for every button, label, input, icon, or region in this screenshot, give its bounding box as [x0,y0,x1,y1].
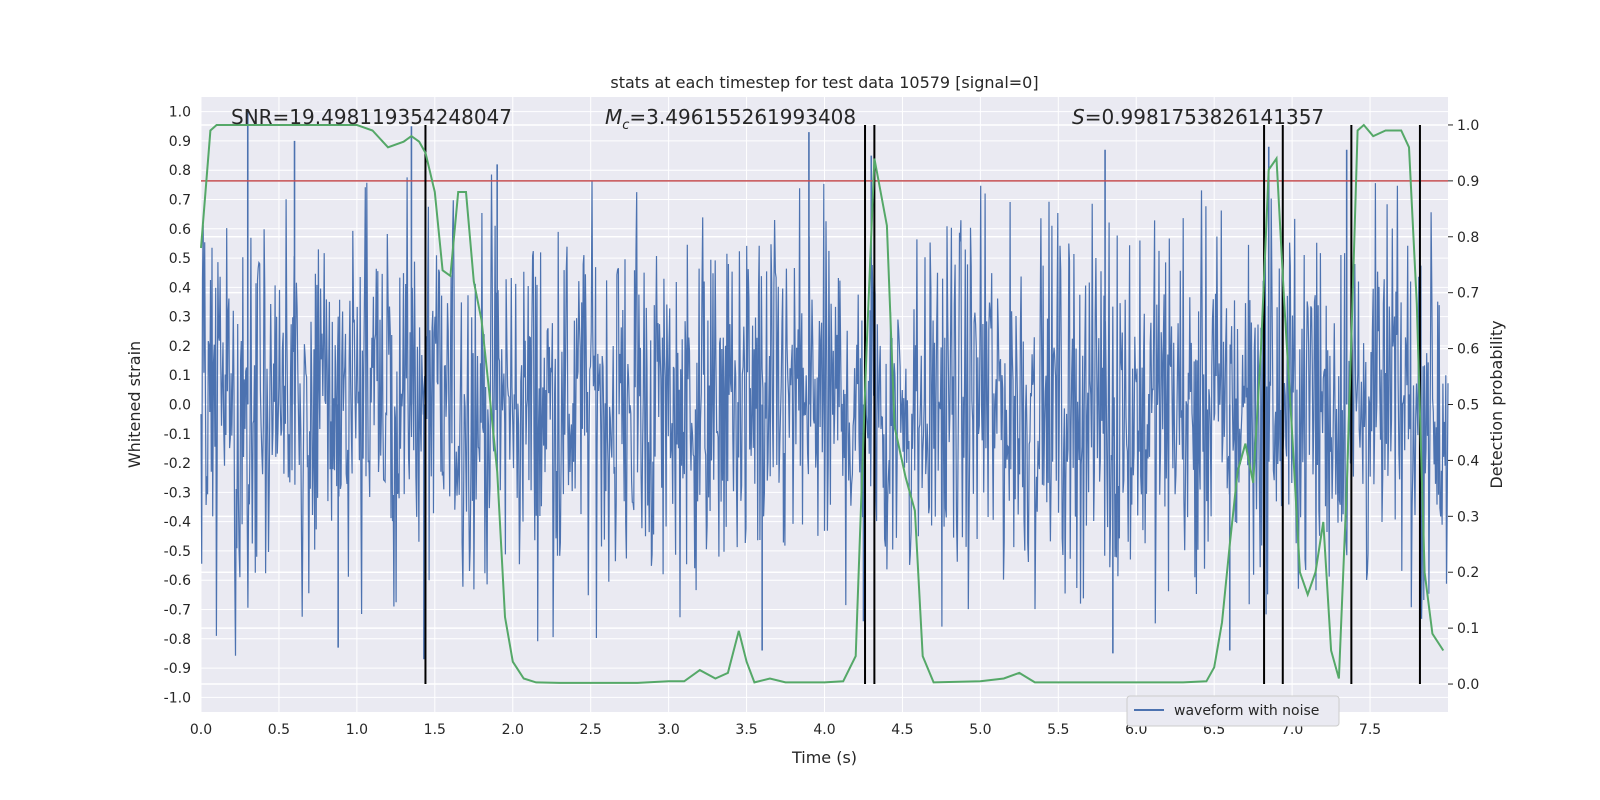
y-tick-label: -0.6 [164,573,191,589]
y-tick-label: 0.4 [169,280,191,296]
y-tick-label: -0.2 [164,456,191,472]
y-tick-label: 0.8 [169,163,191,179]
y2-tick-label: 0.9 [1457,174,1479,190]
y-tick-label: -0.3 [164,485,191,501]
snr-annotation: SNR=19.498119354248047 [231,105,512,129]
y-tick-label: -0.9 [164,661,191,677]
y-tick-label: 1.0 [169,105,191,121]
y2-tick-label: 0.7 [1457,286,1479,302]
y-ticks: -1.0 -0.9 -0.8 -0.7 -0.6 -0.5 -0.4 -0.3 -0.2 -0.1… [164,105,191,707]
chart-title: stats at each timestep for test data 105… [610,73,1038,92]
chirp-mass-annotation: Mc=3.496155261993408 [605,105,856,133]
x-tick-label: 7.5 [1359,722,1381,738]
y-tick-label: -0.1 [164,427,191,443]
x-tick-label: 3.0 [657,722,679,738]
x-tick-label: 5.5 [1047,722,1069,738]
x-tick-label: 3.5 [735,722,757,738]
legend: waveform with noise [1126,695,1340,727]
x-axis-label: Time (s) [791,748,857,767]
y-tick-label: -0.8 [164,632,191,648]
y2-tick-label: 0.6 [1457,342,1479,358]
x-tick-label: 1.5 [424,722,446,738]
y2-tick-label: 0.4 [1457,453,1479,469]
y-tick-label: 0.9 [169,134,191,150]
y-tick-label: -1.0 [164,690,191,706]
y2-tick-label: 0.2 [1457,565,1479,581]
legend-box [1126,695,1340,727]
x-tick-label: 2.0 [502,722,524,738]
x-tick-label: 2.5 [580,722,602,738]
y-tick-label: 0.7 [169,193,191,209]
x-tick-label: 4.5 [891,722,913,738]
y2-ticks: 0.0 0.1 0.2 0.3 0.4 0.5 0.6 0.7 0.8 0.9 1.0 [1448,118,1479,693]
waveform-trace [200,174,1449,656]
x-tick-label: 5.0 [969,722,991,738]
y2-axis-label: Detection probability [1487,320,1506,488]
y2-tick-label: 0.0 [1457,677,1479,693]
y-tick-label: -0.4 [164,515,191,531]
score-annotation: S=0.9981753826141357 [1072,105,1324,129]
y2-tick-label: 0.1 [1457,621,1479,637]
y-tick-label: -0.5 [164,544,191,560]
y-axis-label: Whitened strain [125,341,144,468]
y-tick-label: -0.7 [164,603,191,619]
y-tick-label: 0.5 [169,251,191,267]
x-tick-label: 0.0 [190,722,212,738]
legend-label: waveform with noise [1174,703,1319,719]
y-tick-label: 0.0 [169,398,191,414]
y2-tick-label: 0.8 [1457,230,1479,246]
detection-probability-line [200,123,1445,684]
y2-tick-label: 0.3 [1457,509,1479,525]
y-tick-label: 0.1 [169,368,191,384]
x-tick-label: 0.5 [268,722,290,738]
y-tick-label: 0.2 [169,339,191,355]
y2-tick-label: 0.5 [1457,398,1479,414]
y2-tick-label: 1.0 [1457,118,1479,134]
y-tick-label: 0.6 [169,222,191,238]
x-tick-label: 4.0 [813,722,835,738]
x-tick-label: 1.0 [346,722,368,738]
y-tick-label: 0.3 [169,310,191,326]
